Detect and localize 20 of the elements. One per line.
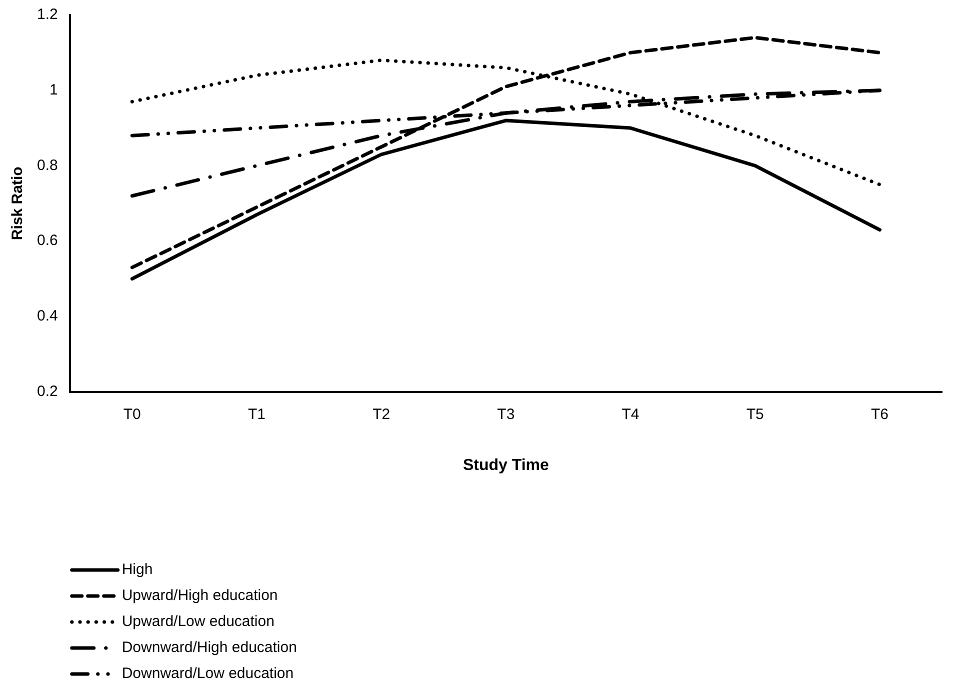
- x-tick-label: T3: [497, 406, 515, 423]
- legend-label: Upward/High education: [122, 587, 278, 604]
- y-tick-label: 0.2: [36, 382, 58, 400]
- y-tick-label: 1: [50, 82, 58, 98]
- x-tick-label: T5: [746, 406, 764, 423]
- x-tick-label: T6: [870, 406, 888, 423]
- legend-label: Upward/Low education: [122, 613, 274, 630]
- legend-label: Downward/Low education: [122, 665, 294, 682]
- y-tick-label: 0.8: [36, 156, 58, 174]
- x-tick-label: T4: [622, 406, 640, 423]
- legend-label: Downward/High education: [122, 639, 297, 656]
- x-tick-label: T0: [123, 406, 141, 423]
- y-tick-label: 0.6: [36, 232, 58, 250]
- x-axis-title: Study Time: [462, 456, 549, 474]
- x-tick-label: T2: [372, 406, 390, 423]
- legend-label: High: [122, 561, 153, 578]
- y-tick-label: 0.4: [36, 308, 58, 325]
- y-axis-title: Risk Ratio: [9, 166, 26, 240]
- y-tick-label: 1.2: [36, 6, 58, 24]
- x-tick-label: T1: [248, 406, 266, 423]
